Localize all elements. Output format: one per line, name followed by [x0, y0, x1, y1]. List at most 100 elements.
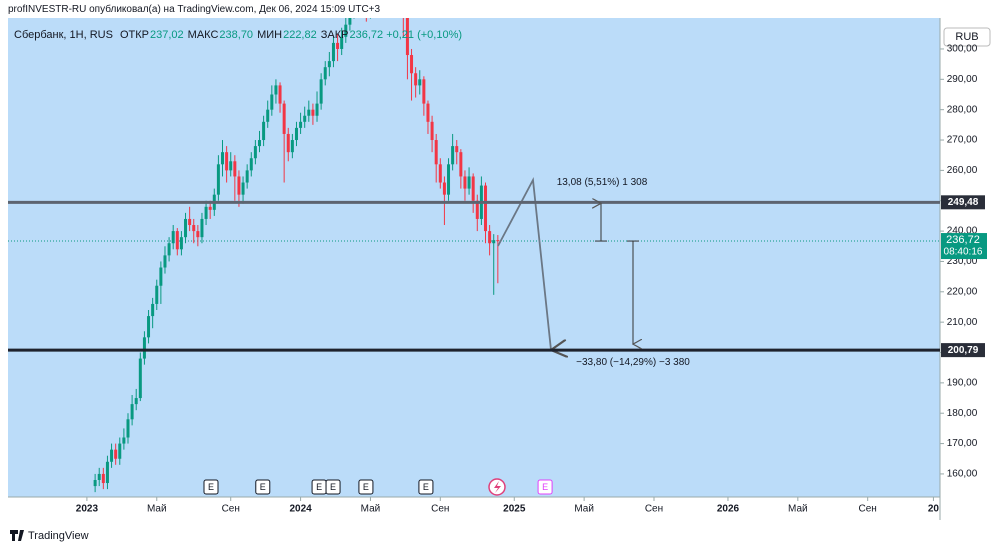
candle-body: [155, 285, 159, 304]
candle-body: [257, 140, 261, 147]
candle-body: [323, 67, 327, 80]
candle-body: [294, 127, 298, 141]
candle-body: [179, 237, 183, 250]
candle-body: [438, 164, 442, 183]
candle-body: [221, 152, 225, 165]
x-tick-label: Сен: [222, 504, 240, 515]
author-line: profINVESTR-RU опубликовал(а) на Trading…: [8, 4, 381, 15]
candle-body: [110, 449, 114, 462]
candle-body: [299, 121, 303, 128]
candle-body: [118, 443, 122, 459]
candle-body: [463, 176, 467, 189]
candle-body: [114, 449, 118, 459]
ohlc-value: 237,02: [150, 29, 184, 41]
y-tick-label: 190,00: [947, 378, 978, 389]
candle-body: [455, 146, 459, 153]
x-tick-label: Сен: [431, 504, 449, 515]
candle-body: [336, 42, 340, 49]
candle-body: [274, 85, 278, 95]
candle-body: [167, 243, 171, 256]
candle-body: [216, 164, 220, 195]
candle-body: [422, 79, 426, 104]
candle-body: [331, 42, 335, 62]
candle-body: [130, 404, 134, 420]
candle-body: [492, 240, 496, 244]
countdown: 08:40:16: [944, 247, 983, 258]
candle-body: [233, 161, 237, 177]
symbol: Сбербанк, 1Н, RUS: [14, 29, 113, 41]
candle-body: [229, 161, 233, 171]
candle-body: [93, 480, 97, 487]
last-price-box: [941, 233, 987, 260]
currency-button[interactable]: [943, 27, 991, 47]
y-tick-label: 160,00: [947, 469, 978, 480]
candle-body: [237, 176, 241, 195]
event-label: E: [330, 482, 336, 492]
candle-body: [253, 146, 257, 159]
candle-body: [282, 103, 286, 134]
ohlc-legend: ОТКР237,02 МАКС238,70 МИН222,82 ЗАКР236,72: [116, 29, 383, 41]
ohlc-value: 222,82: [283, 29, 317, 41]
level-label: 200,79: [948, 345, 979, 356]
level-label-box: [941, 195, 985, 210]
candle-body: [319, 79, 323, 104]
candle-body: [315, 103, 319, 116]
candle-body: [402, 0, 405, 13]
y-tick-label: 260,00: [947, 165, 978, 176]
candle-body: [151, 303, 155, 317]
candle-body: [142, 337, 146, 359]
candle-body: [344, 24, 348, 37]
event-label: E: [260, 482, 266, 492]
y-tick-label: 270,00: [947, 135, 978, 146]
event-marker: [418, 479, 434, 495]
x-tick-label: Сен: [859, 504, 877, 515]
x-tick-label: 2026: [717, 504, 740, 515]
y-tick-label: 290,00: [947, 74, 978, 85]
forecast-path: [497, 176, 551, 350]
level-label-box: [941, 343, 985, 358]
y-tick-label: 210,00: [947, 317, 978, 328]
candle-body: [225, 152, 229, 171]
x-tick-label: 20: [928, 504, 940, 515]
candle-body: [307, 109, 311, 116]
event-marker: [255, 479, 271, 495]
candle-body: [286, 133, 290, 153]
plot-area: [8, 18, 940, 497]
candle-body: [138, 358, 142, 399]
candle-body: [200, 218, 204, 238]
ohlc-label: МИН: [257, 29, 283, 41]
measure-label: −33,80 (−14,29%) −3 380: [576, 357, 690, 368]
candle-body: [434, 140, 438, 165]
y-tick-label: 220,00: [947, 286, 978, 297]
candle-body: [171, 231, 175, 244]
ohlc-value: 238,70: [219, 29, 254, 41]
candle-body: [447, 164, 451, 195]
candle-body: [471, 176, 475, 201]
event-label: E: [316, 482, 322, 492]
level-label: 249,48: [948, 197, 979, 208]
x-tick-label: 2023: [76, 504, 99, 515]
candle-body: [459, 152, 463, 177]
event-label: E: [363, 482, 369, 492]
candle-body: [241, 182, 245, 195]
y-tick-label: 180,00: [947, 408, 978, 419]
x-tick-label: 2024: [289, 504, 312, 515]
candle-body: [245, 170, 249, 183]
y-tick-label: 170,00: [947, 438, 978, 449]
brand: TradingView: [28, 530, 89, 542]
ohlc-label: ОТКР: [119, 29, 150, 41]
candle-body: [270, 94, 274, 110]
candle-body: [105, 461, 109, 484]
candle-body: [266, 109, 270, 122]
candle-body: [414, 73, 418, 86]
ohlc-label: МАКС: [187, 29, 219, 41]
candle-body: [122, 437, 126, 444]
candle-body: [278, 85, 282, 104]
candle-body: [163, 255, 167, 268]
candle-body: [159, 267, 163, 286]
candle-body: [442, 182, 446, 195]
event-label: E: [208, 482, 214, 492]
event-marker: [325, 479, 341, 495]
